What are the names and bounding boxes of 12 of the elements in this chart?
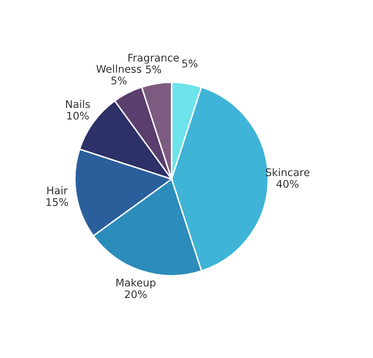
slice-label: Wellness [96,64,142,73]
slice-label: Makeup [116,278,156,289]
slice-label: Nails [66,100,90,108]
data-label: 5% [182,60,198,68]
slice-label: Hair [47,186,68,194]
data-label: 40% [276,180,299,188]
data-label: 15% [46,198,68,206]
data-label: 10% [67,112,89,120]
data-label: 5% [146,65,162,74]
data-label: 20% [124,290,147,298]
slice-label: Fragrance [128,54,179,64]
data-label: 5% [111,76,127,84]
